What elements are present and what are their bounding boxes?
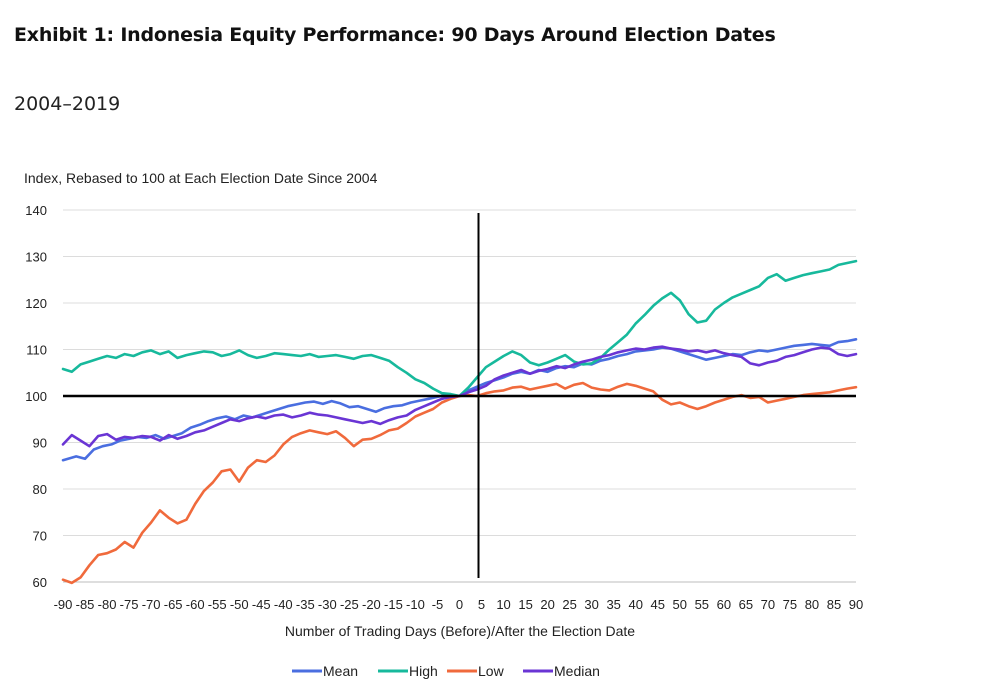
x-tick-label: -60 <box>186 597 205 612</box>
x-tick-label: -25 <box>340 597 359 612</box>
y-tick-labels: 60 70 80 90 100 110 120 130 140 <box>25 203 47 590</box>
x-tick-label: 25 <box>562 597 576 612</box>
x-tick-label: 80 <box>805 597 819 612</box>
x-axis-label: Number of Trading Days (Before)/After th… <box>285 623 635 639</box>
x-tick-label: 90 <box>849 597 863 612</box>
y-tick-label: 90 <box>33 436 47 451</box>
y-tick-label: 130 <box>25 250 47 265</box>
x-tick-label: 55 <box>695 597 709 612</box>
y-tick-label: 120 <box>25 296 47 311</box>
x-tick-label: -20 <box>362 597 381 612</box>
x-tick-label: -5 <box>432 597 444 612</box>
x-tick-label: -70 <box>142 597 161 612</box>
x-tick-label: 45 <box>651 597 665 612</box>
legend: Mean High Low Median <box>292 663 600 679</box>
series-line-high <box>61 259 858 398</box>
x-tick-label: 0 <box>456 597 463 612</box>
y-tick-label: 100 <box>25 389 47 404</box>
x-tick-label: 65 <box>739 597 753 612</box>
x-tick-label: -80 <box>98 597 117 612</box>
x-tick-label: -30 <box>318 597 337 612</box>
x-tick-label: -10 <box>406 597 425 612</box>
y-tick-label: 80 <box>33 482 47 497</box>
x-tick-label: 30 <box>584 597 598 612</box>
y-tick-label: 140 <box>25 203 47 218</box>
x-tick-label: 40 <box>628 597 642 612</box>
x-tick-label: 15 <box>518 597 532 612</box>
y-axis-label: Index, Rebased to 100 at Each Election D… <box>24 170 378 186</box>
x-tick-label: -45 <box>252 597 271 612</box>
legend-label: Low <box>478 663 505 679</box>
legend-item-low: Low <box>447 663 505 679</box>
x-tick-label: 5 <box>478 597 485 612</box>
series-lines <box>61 259 858 585</box>
legend-label: Median <box>554 663 600 679</box>
x-tick-label: -35 <box>296 597 315 612</box>
x-tick-label: 70 <box>761 597 775 612</box>
series-line-low <box>61 381 858 585</box>
legend-label: Mean <box>323 663 358 679</box>
x-tick-label: 35 <box>606 597 620 612</box>
x-tick-label: -65 <box>164 597 183 612</box>
x-tick-label: 20 <box>540 597 554 612</box>
chart-title: Exhibit 1: Indonesia Equity Performance:… <box>14 24 776 46</box>
x-tick-label: -50 <box>230 597 249 612</box>
x-tick-label: 85 <box>827 597 841 612</box>
x-tick-labels: -90 -85 -80 -75 -70 -65 -60 -55 -50 -45 -40 -35 -30-… <box>54 597 864 612</box>
legend-label: High <box>409 663 438 679</box>
reference-lines <box>63 213 856 578</box>
x-tick-label: -85 <box>76 597 95 612</box>
x-tick-label: -90 <box>54 597 73 612</box>
x-tick-label: 75 <box>783 597 797 612</box>
legend-item-median: Median <box>523 663 600 679</box>
x-tick-label: -40 <box>274 597 293 612</box>
x-tick-label: 60 <box>717 597 731 612</box>
y-tick-label: 60 <box>33 575 47 590</box>
x-tick-label: 50 <box>673 597 687 612</box>
x-tick-label: 10 <box>496 597 510 612</box>
x-tick-label: -55 <box>208 597 227 612</box>
x-tick-label: -75 <box>120 597 139 612</box>
x-tick-label: -15 <box>384 597 403 612</box>
legend-item-mean: Mean <box>292 663 358 679</box>
legend-item-high: High <box>378 663 438 679</box>
y-tick-label: 70 <box>33 529 47 544</box>
chart-subtitle: 2004–2019 <box>14 93 121 115</box>
y-tick-label: 110 <box>26 343 47 358</box>
